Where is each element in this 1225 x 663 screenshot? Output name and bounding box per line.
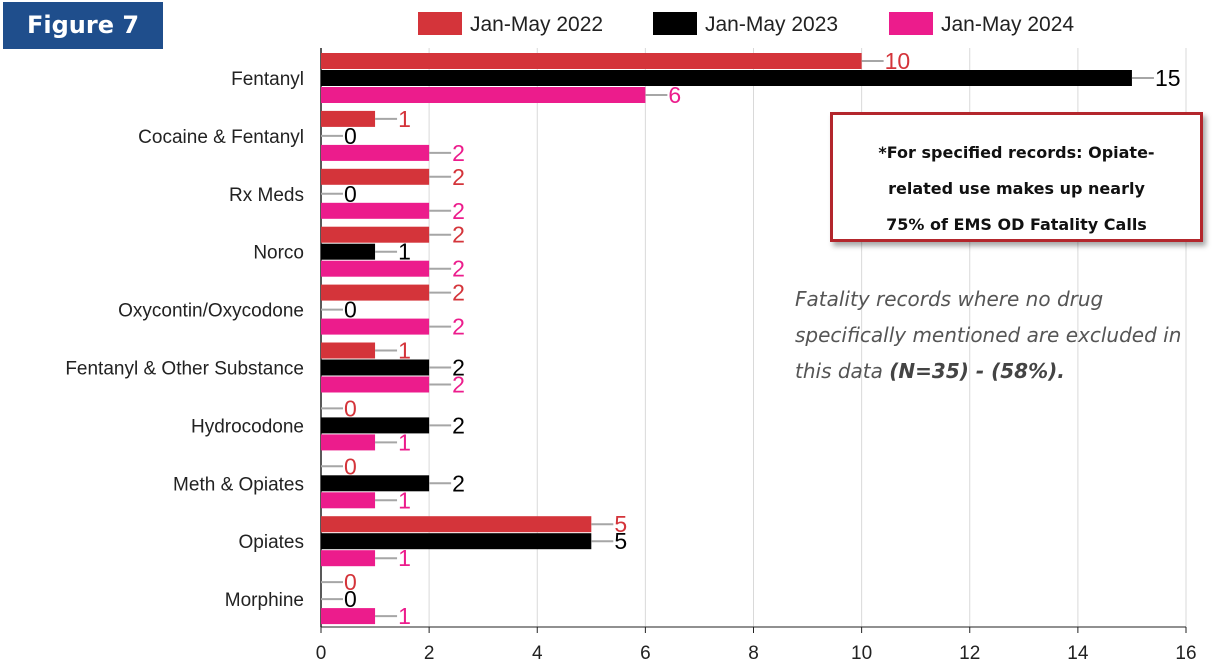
note-line: specifically mentioned are excluded in [795, 323, 1182, 347]
data-label: 2 [452, 140, 465, 166]
data-label: 2 [452, 470, 465, 496]
bar [321, 202, 430, 219]
category-label: Rx Meds [229, 185, 304, 206]
bar [321, 53, 862, 69]
data-label: 0 [344, 123, 357, 149]
data-label: 0 [344, 395, 357, 421]
x-tick-label: 16 [1175, 643, 1196, 663]
legend-swatch [418, 12, 462, 35]
bar [321, 516, 592, 533]
bar [321, 260, 430, 277]
bar [321, 318, 430, 335]
data-label: 1 [398, 545, 411, 571]
data-label: 5 [614, 528, 627, 554]
category-label: Oxycontin/Oxycodone [118, 301, 304, 322]
data-label: 2 [452, 164, 465, 190]
callout-box: *For specified records: Opiate- related … [830, 112, 1203, 242]
x-tick-label: 0 [316, 643, 327, 663]
x-tick-label: 8 [748, 643, 759, 663]
data-label: 2 [452, 256, 465, 282]
category-label: Morphine [225, 590, 304, 611]
data-label: 2 [452, 222, 465, 248]
bar [321, 608, 376, 625]
legend-label: Jan-May 2024 [941, 13, 1074, 36]
bar [321, 144, 430, 161]
x-tick-label: 4 [532, 643, 543, 663]
data-label: 1 [398, 106, 411, 132]
exclusion-note: Fatality records where no drug specifica… [795, 281, 1223, 389]
category-label: Meth & Opiates [173, 474, 304, 495]
category-label: Opiates [239, 532, 304, 553]
figure-label: Figure 7 [3, 2, 163, 49]
bar [321, 70, 1132, 86]
data-label: 2 [452, 355, 465, 381]
bar [321, 434, 376, 451]
x-tick-label: 12 [959, 643, 980, 663]
category-label: Cocaine & Fentanyl [138, 127, 304, 148]
bar [321, 243, 376, 260]
bar [321, 492, 376, 509]
data-label: 5 [614, 511, 627, 537]
bar [321, 417, 430, 434]
callout-line: related use makes up nearly [888, 179, 1145, 198]
legend-label: Jan-May 2023 [705, 13, 838, 36]
data-label: 1 [398, 603, 411, 629]
data-label: 2 [452, 372, 465, 398]
category-label: Fentanyl & Other Substance [65, 359, 304, 380]
legend-swatch [653, 12, 697, 35]
bar [321, 87, 646, 103]
bar [321, 110, 376, 127]
data-label: 15 [1155, 65, 1181, 91]
data-label: 1 [398, 338, 411, 364]
data-label: 1 [398, 429, 411, 455]
data-label: 0 [344, 297, 357, 323]
x-tick-label: 10 [851, 643, 872, 663]
legend-label: Jan-May 2022 [470, 13, 603, 36]
data-label: 10 [885, 48, 911, 74]
data-label: 0 [344, 569, 357, 595]
category-label: Fentanyl [231, 69, 304, 90]
data-label: 6 [668, 82, 681, 108]
category-label: Norco [253, 243, 304, 264]
data-label: 2 [452, 198, 465, 224]
callout-line: 75% of EMS OD Fatality Calls [886, 215, 1147, 234]
x-tick-label: 14 [1067, 643, 1089, 663]
note-prefix: this data [795, 359, 890, 383]
bar [321, 359, 430, 376]
bar [321, 342, 376, 359]
data-label: 2 [452, 412, 465, 438]
data-label: 0 [344, 181, 357, 207]
callout-line: *For specified records: Opiate- [878, 143, 1155, 162]
bar [321, 168, 430, 185]
note-line-last: this data (N=35) - (58%). [795, 353, 1223, 389]
bar [321, 376, 430, 393]
bar [321, 475, 430, 492]
data-label: 2 [452, 314, 465, 340]
bar [321, 550, 376, 567]
legend-swatch [889, 12, 933, 35]
data-label: 1 [398, 239, 411, 265]
x-tick-label: 2 [424, 643, 435, 663]
bar [321, 226, 430, 243]
bar [321, 533, 592, 550]
note-line: Fatality records where no drug [795, 287, 1104, 311]
data-label: 1 [398, 487, 411, 513]
category-label: Hydrocodone [191, 416, 304, 437]
data-label: 2 [452, 280, 465, 306]
data-label: 0 [344, 586, 357, 612]
bar [321, 284, 430, 301]
data-label: 0 [344, 453, 357, 479]
note-stat: (N=35) - (58%). [889, 359, 1065, 383]
x-tick-label: 6 [640, 643, 651, 663]
